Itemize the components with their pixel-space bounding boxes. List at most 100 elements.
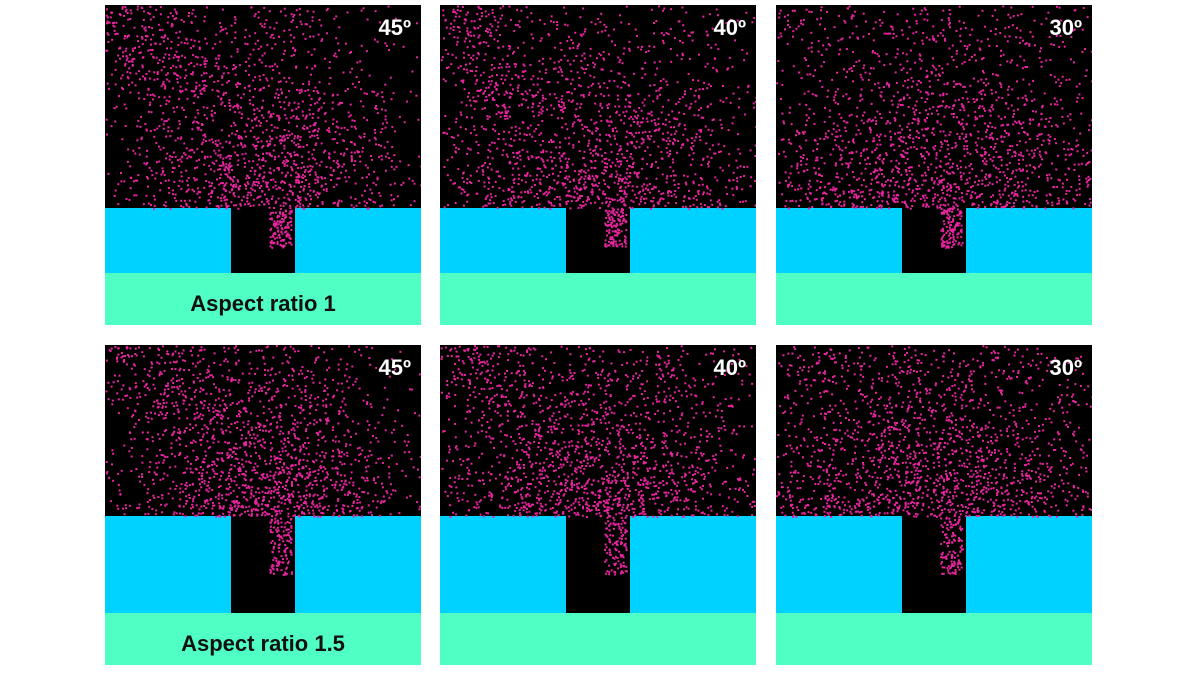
particle xyxy=(282,180,285,183)
particle xyxy=(245,123,248,126)
particle xyxy=(623,47,626,50)
particle xyxy=(933,133,935,136)
particle xyxy=(487,187,490,190)
particle xyxy=(178,123,181,126)
particle xyxy=(954,197,957,200)
particle xyxy=(498,63,501,65)
particle xyxy=(777,36,780,39)
particle xyxy=(540,108,543,111)
particle xyxy=(465,104,468,107)
particle xyxy=(258,75,261,78)
particle xyxy=(188,149,191,152)
particle xyxy=(690,102,693,105)
particle xyxy=(619,223,622,226)
particle xyxy=(292,53,295,56)
particle xyxy=(638,203,641,206)
particle xyxy=(236,48,239,51)
particle xyxy=(169,155,172,158)
particle xyxy=(522,98,525,101)
particle xyxy=(723,145,726,148)
particle xyxy=(912,118,915,120)
particle xyxy=(1047,133,1050,136)
particle xyxy=(1010,6,1013,9)
particle xyxy=(201,141,204,144)
particle xyxy=(297,180,300,182)
particle xyxy=(248,73,251,76)
particle xyxy=(587,129,590,132)
particle xyxy=(232,106,235,109)
particle xyxy=(303,165,305,168)
particle xyxy=(594,201,597,204)
particle xyxy=(211,88,214,91)
particle xyxy=(684,128,687,131)
particle xyxy=(303,185,306,187)
particle xyxy=(126,35,129,38)
particle xyxy=(868,193,871,196)
particle xyxy=(542,151,544,154)
particle xyxy=(743,166,745,168)
particle xyxy=(294,198,297,201)
particle xyxy=(455,43,458,46)
particle xyxy=(228,171,231,174)
particle xyxy=(477,95,480,98)
particle xyxy=(999,196,1002,199)
particle xyxy=(235,183,238,186)
particle xyxy=(265,19,268,22)
particle xyxy=(629,105,631,108)
particle xyxy=(1080,112,1083,115)
particle xyxy=(495,113,498,116)
particle xyxy=(252,160,255,163)
particle xyxy=(548,188,551,191)
particle xyxy=(707,105,710,108)
particle xyxy=(1040,47,1042,50)
particle xyxy=(807,90,810,93)
particle xyxy=(970,186,972,189)
particle xyxy=(180,205,183,208)
particle xyxy=(290,155,292,158)
particle xyxy=(691,158,694,161)
particle xyxy=(619,196,622,199)
particle xyxy=(906,173,909,176)
particle xyxy=(953,113,955,115)
particle xyxy=(127,18,130,21)
particle xyxy=(865,206,868,209)
particle xyxy=(267,199,270,202)
particle xyxy=(192,121,195,124)
particle xyxy=(905,170,908,173)
particle xyxy=(178,120,181,123)
particle xyxy=(1040,133,1043,136)
particle xyxy=(539,88,542,91)
particle xyxy=(785,199,788,202)
particle xyxy=(390,159,393,162)
particle xyxy=(493,67,496,69)
particle xyxy=(542,149,545,152)
particle xyxy=(805,103,808,106)
particle xyxy=(485,41,488,44)
particle xyxy=(214,57,217,60)
particle xyxy=(304,169,307,172)
particle xyxy=(662,34,665,37)
particle xyxy=(277,155,280,158)
particle xyxy=(537,196,540,199)
particle xyxy=(978,105,981,108)
particle xyxy=(228,166,231,169)
particle xyxy=(1013,202,1015,205)
particle xyxy=(376,92,379,95)
particle xyxy=(162,127,165,130)
particle xyxy=(577,179,580,182)
particle xyxy=(267,188,270,191)
particle xyxy=(981,58,984,61)
particle xyxy=(194,15,197,18)
particle xyxy=(949,166,952,169)
particle xyxy=(282,53,285,55)
particle xyxy=(493,85,496,88)
particle xyxy=(1080,162,1083,165)
particle xyxy=(148,26,151,28)
particle xyxy=(1000,135,1003,138)
particle xyxy=(702,15,705,18)
particle xyxy=(354,182,357,185)
particle xyxy=(997,156,1000,159)
particle xyxy=(889,130,892,133)
particle xyxy=(271,195,274,198)
particle xyxy=(621,245,624,248)
